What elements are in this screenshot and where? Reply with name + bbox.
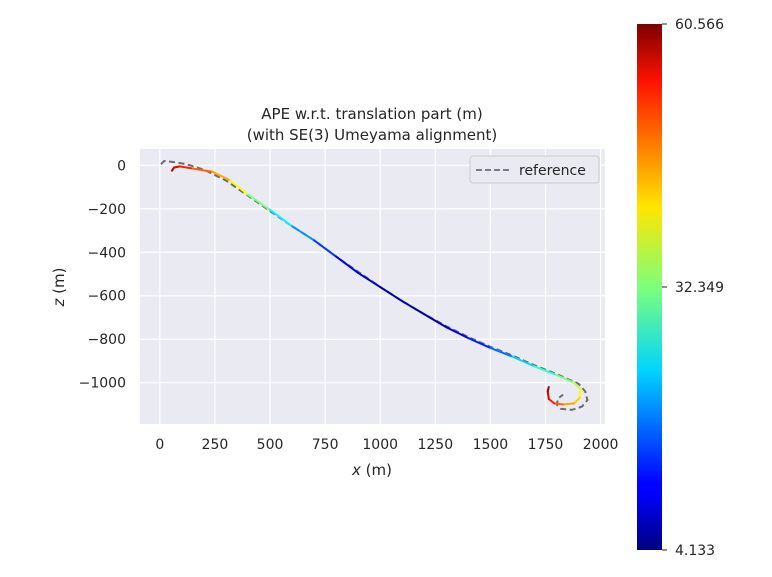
x-tick-label: 750: [312, 437, 339, 453]
x-tick-label: 0: [155, 437, 164, 453]
y-tick-label: −800: [88, 332, 126, 348]
estimate-segment: [291, 225, 316, 242]
estimate-segment: [489, 346, 514, 358]
y-tick-label: −1000: [79, 376, 126, 392]
estimate-segment: [246, 193, 272, 211]
y-axis-var: z: [50, 297, 68, 307]
x-tick-label: 1000: [362, 437, 398, 453]
reference-line: [160, 159, 589, 411]
x-tick-labels: 0 250 500 750 1000 1250 1500 1750 2000: [155, 437, 618, 453]
estimate-segment: [445, 326, 470, 340]
estimate-segment: [335, 255, 360, 274]
estimate-segment: [573, 396, 581, 405]
estimate-segment: [553, 402, 565, 406]
y-tick-label: −600: [88, 289, 126, 305]
chart-title: APE w.r.t. translation part (m): [261, 105, 482, 123]
plot-area: [140, 149, 605, 424]
estimate-segment: [546, 386, 550, 393]
x-tick-label: 1750: [528, 437, 564, 453]
estimate-trajectory: [170, 165, 582, 406]
estimate-segment: [562, 402, 576, 406]
estimate-segment: [178, 165, 194, 170]
x-axis-var: x: [351, 461, 361, 479]
chart-subtitle: (with SE(3) Umeyama alignment): [247, 126, 498, 144]
colorbar-tick-label: 4.133: [675, 543, 715, 559]
legend-box: [469, 155, 600, 184]
y-tick-labels: 0 −200 −400 −600 −800 −1000: [79, 158, 126, 391]
estimate-segment: [269, 208, 294, 228]
colorbar: 4.133 32.349 60.566: [637, 17, 724, 559]
x-axis-unit: (m): [361, 461, 392, 479]
x-tick-label: 1250: [417, 437, 453, 453]
estimate-segment: [357, 271, 382, 289]
estimate-segment: [423, 313, 448, 329]
legend: reference: [469, 155, 600, 184]
y-tick-label: −400: [88, 245, 126, 261]
colorbar-gradient: [637, 24, 662, 550]
estimate-segment: [573, 381, 582, 391]
estimate-segment: [578, 388, 582, 399]
x-axis-label: x (m): [351, 461, 392, 479]
legend-label-reference: reference: [519, 163, 586, 179]
x-tick-label: 1500: [473, 437, 509, 453]
estimate-segment: [511, 355, 536, 368]
estimate-segment: [211, 170, 232, 182]
x-tick-label: 250: [202, 437, 229, 453]
x-tick-label: 500: [257, 437, 284, 453]
estimate-segment: [191, 167, 214, 173]
estimate-segment: [547, 398, 556, 405]
estimate-segment: [533, 365, 558, 377]
estimate-segment: [229, 179, 249, 196]
y-tick-label: −200: [88, 202, 126, 218]
estimate-segment: [546, 390, 550, 400]
colorbar-tick-label: 60.566: [675, 17, 724, 33]
x-tick-label: 2000: [583, 437, 619, 453]
y-tick-label: 0: [117, 158, 126, 174]
colorbar-tick-label: 32.349: [675, 280, 724, 296]
y-axis-label: z (m): [50, 268, 68, 308]
estimate-segment: [313, 239, 338, 258]
estimate-segment: [379, 286, 404, 303]
reference-trajectory: [160, 159, 589, 411]
estimate-segment: [401, 300, 426, 316]
estimate-segment: [467, 337, 492, 349]
estimate-segment: [555, 374, 576, 384]
y-axis-unit: (m): [50, 268, 68, 299]
colorbar-ticks: 4.133 32.349 60.566: [662, 17, 724, 559]
